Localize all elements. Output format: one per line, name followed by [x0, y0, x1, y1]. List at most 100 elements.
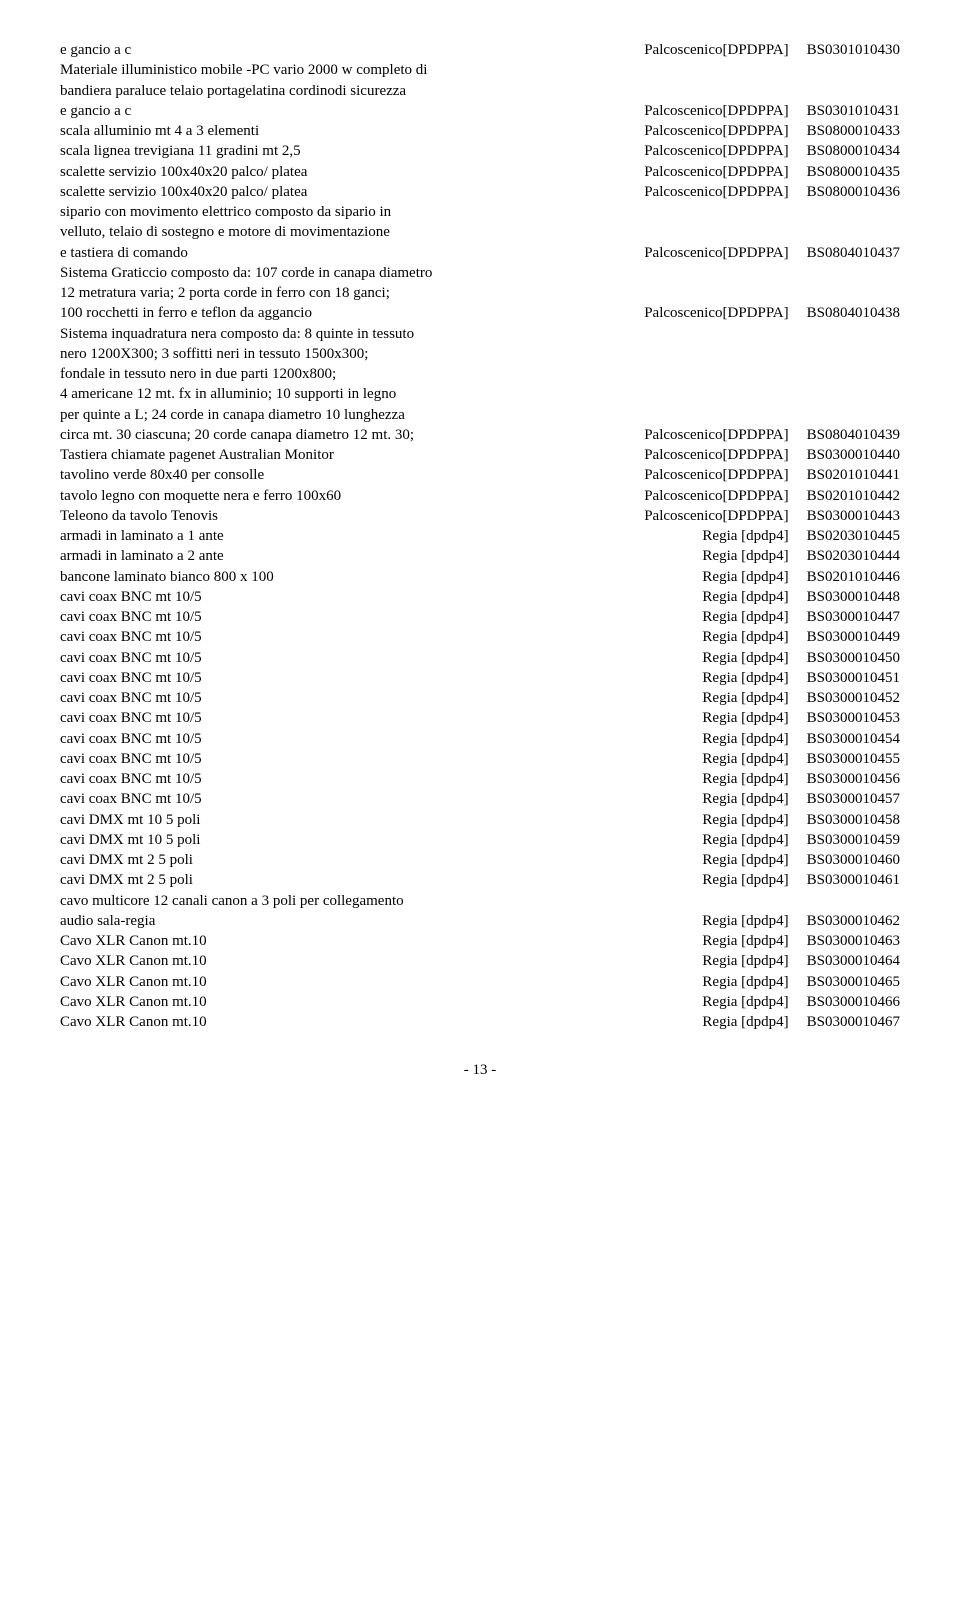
description-cell: nero 1200X300; 3 soffitti neri in tessut…: [60, 344, 900, 364]
table-row: cavi coax BNC mt 10/5Regia [dpdp4]BS0300…: [60, 688, 900, 708]
description-cell: cavi coax BNC mt 10/5: [60, 729, 702, 749]
description-cell: cavi coax BNC mt 10/5: [60, 789, 702, 809]
right-group: Regia [dpdp4]BS0203010445: [702, 526, 900, 546]
right-group: Regia [dpdp4]BS0300010448: [702, 587, 900, 607]
code-cell: BS0300010452: [807, 688, 900, 708]
table-row: Sistema Graticcio composto da: 107 corde…: [60, 263, 900, 283]
description-cell: sipario con movimento elettrico composto…: [60, 202, 900, 222]
inventory-table: e gancio a cPalcoscenico[DPDPPA]BS030101…: [60, 40, 900, 1032]
description-cell: tavolino verde 80x40 per consolle: [60, 465, 644, 485]
location-cell: Regia [dpdp4]: [702, 1012, 788, 1032]
location-cell: Regia [dpdp4]: [702, 729, 788, 749]
right-group: Palcoscenico[DPDPPA]BS0800010433: [644, 121, 900, 141]
right-group: Palcoscenico[DPDPPA]BS0804010439: [644, 425, 900, 445]
table-row: nero 1200X300; 3 soffitti neri in tessut…: [60, 344, 900, 364]
location-cell: Palcoscenico[DPDPPA]: [644, 101, 788, 121]
table-row: e gancio a cPalcoscenico[DPDPPA] BS030101…: [60, 101, 900, 121]
table-row: Cavo XLR Canon mt.10Regia [dpdp4] BS03000…: [60, 1012, 900, 1032]
code-cell: BS0300010465: [807, 972, 900, 992]
right-group: Regia [dpdp4] BS0300010467: [702, 1012, 900, 1032]
right-group: Regia [dpdp4]BS0201010446: [702, 567, 900, 587]
description-cell: 4 americane 12 mt. fx in alluminio; 10 s…: [60, 384, 900, 404]
description-cell: cavi coax BNC mt 10/5: [60, 769, 702, 789]
code-cell: BS0300010449: [807, 627, 900, 647]
code-cell: BS0301010431: [807, 101, 900, 121]
description-cell: cavi coax BNC mt 10/5: [60, 627, 702, 647]
description-cell: e gancio a c: [60, 101, 644, 121]
table-row: cavi coax BNC mt 10/5Regia [dpdp4]BS0300…: [60, 769, 900, 789]
table-row: fondale in tessuto nero in due parti 120…: [60, 364, 900, 384]
table-row: cavi DMX mt 2 5 poliRegia [dpdp4]BS03000…: [60, 850, 900, 870]
description-cell: scalette servizio 100x40x20 palco/ plate…: [60, 162, 644, 182]
right-group: Palcoscenico[DPDPPA]BS0804010437: [644, 243, 900, 263]
table-row: Cavo XLR Canon mt.10Regia [dpdp4]BS03000…: [60, 931, 900, 951]
code-cell: BS0300010451: [807, 668, 900, 688]
location-cell: Regia [dpdp4]: [702, 627, 788, 647]
description-cell: Cavo XLR Canon mt.10: [60, 931, 702, 951]
location-cell: Palcoscenico[DPDPPA]: [644, 40, 788, 60]
description-cell: cavi DMX mt 10 5 poli: [60, 810, 702, 830]
location-cell: Palcoscenico[DPDPPA]: [644, 121, 788, 141]
description-cell: Cavo XLR Canon mt.10: [60, 1012, 702, 1032]
right-group: Regia [dpdp4]BS0300010456: [702, 769, 900, 789]
code-cell: BS0300010467: [807, 1012, 900, 1032]
page-number: - 13 -: [60, 1062, 900, 1079]
code-cell: BS0300010459: [807, 830, 900, 850]
location-cell: Palcoscenico[DPDPPA]: [644, 445, 788, 465]
description-cell: fondale in tessuto nero in due parti 120…: [60, 364, 900, 384]
table-row: Tastiera chiamate pagenet Australian Mon…: [60, 445, 900, 465]
table-row: e gancio a cPalcoscenico[DPDPPA]BS030101…: [60, 40, 900, 60]
code-cell: BS0300010458: [807, 810, 900, 830]
description-cell: Teleono da tavolo Tenovis: [60, 506, 644, 526]
location-cell: Palcoscenico[DPDPPA]: [644, 425, 788, 445]
code-cell: BS0300010440: [807, 445, 900, 465]
table-row: sipario con movimento elettrico composto…: [60, 202, 900, 222]
right-group: Palcoscenico[DPDPPA]BS0201010441: [644, 465, 900, 485]
table-row: armadi in laminato a 1 anteRegia [dpdp4]…: [60, 526, 900, 546]
location-cell: Regia [dpdp4]: [702, 648, 788, 668]
code-cell: BS0300010455: [807, 749, 900, 769]
table-row: cavi DMX mt 2 5 poliRegia [dpdp4]BS03000…: [60, 870, 900, 890]
table-row: bandiera paraluce telaio portagelatina c…: [60, 81, 900, 101]
code-cell: BS0201010441: [807, 465, 900, 485]
table-row: Teleono da tavolo TenovisPalcoscenico[DP…: [60, 506, 900, 526]
location-cell: Regia [dpdp4]: [702, 972, 788, 992]
right-group: Regia [dpdp4]BS0300010464: [702, 951, 900, 971]
location-cell: Palcoscenico[DPDPPA]: [644, 486, 788, 506]
right-group: Palcoscenico[DPDPPA]BS0804010438: [644, 303, 900, 323]
description-cell: cavi DMX mt 2 5 poli: [60, 870, 702, 890]
right-group: Palcoscenico[DPDPPA] BS0301010430: [644, 40, 900, 60]
table-row: cavi coax BNC mt 10/5Regia [dpdp4]BS0300…: [60, 729, 900, 749]
location-cell: Regia [dpdp4]: [702, 789, 788, 809]
location-cell: Palcoscenico[DPDPPA]: [644, 182, 788, 202]
right-group: Regia [dpdp4]BS0300010454: [702, 729, 900, 749]
description-cell: cavo multicore 12 canali canon a 3 poli …: [60, 891, 900, 911]
code-cell: BS0301010430: [807, 40, 900, 60]
code-cell: BS0800010436: [807, 182, 900, 202]
description-cell: Materiale illuministico mobile -PC vario…: [60, 60, 900, 80]
location-cell: Palcoscenico[DPDPPA]: [644, 141, 788, 161]
right-group: Regia [dpdp4] BS0300010449: [702, 627, 900, 647]
table-row: 12 metratura varia; 2 porta corde in fer…: [60, 283, 900, 303]
table-row: e tastiera di comandoPalcoscenico[DPDPPA…: [60, 243, 900, 263]
right-group: Regia [dpdp4]BS0300010459: [702, 830, 900, 850]
table-row: cavi coax BNC mt 10/5Regia [dpdp4]BS0300…: [60, 607, 900, 627]
code-cell: BS0203010444: [807, 546, 900, 566]
table-row: Cavo XLR Canon mt.10Regia [dpdp4]BS03000…: [60, 951, 900, 971]
table-row: scalette servizio 100x40x20 palco/ plate…: [60, 182, 900, 202]
description-cell: e tastiera di comando: [60, 243, 644, 263]
code-cell: BS0300010457: [807, 789, 900, 809]
location-cell: Regia [dpdp4]: [702, 911, 788, 931]
right-group: Regia [dpdp4] BS0300010457: [702, 789, 900, 809]
code-cell: BS0203010445: [807, 526, 900, 546]
right-group: Palcoscenico[DPDPPA] BS0301010431: [644, 101, 900, 121]
right-group: Regia [dpdp4]BS0300010447: [702, 607, 900, 627]
code-cell: BS0300010466: [807, 992, 900, 1012]
description-cell: bancone laminato bianco 800 x 100: [60, 567, 702, 587]
description-cell: Sistema Graticcio composto da: 107 corde…: [60, 263, 900, 283]
table-row: cavi coax BNC mt 10/5Regia [dpdp4] BS0300…: [60, 627, 900, 647]
right-group: Palcoscenico[DPDPPA]BS0300010443: [644, 506, 900, 526]
code-cell: BS0300010447: [807, 607, 900, 627]
right-group: Regia [dpdp4]BS0300010461: [702, 870, 900, 890]
location-cell: Regia [dpdp4]: [702, 688, 788, 708]
